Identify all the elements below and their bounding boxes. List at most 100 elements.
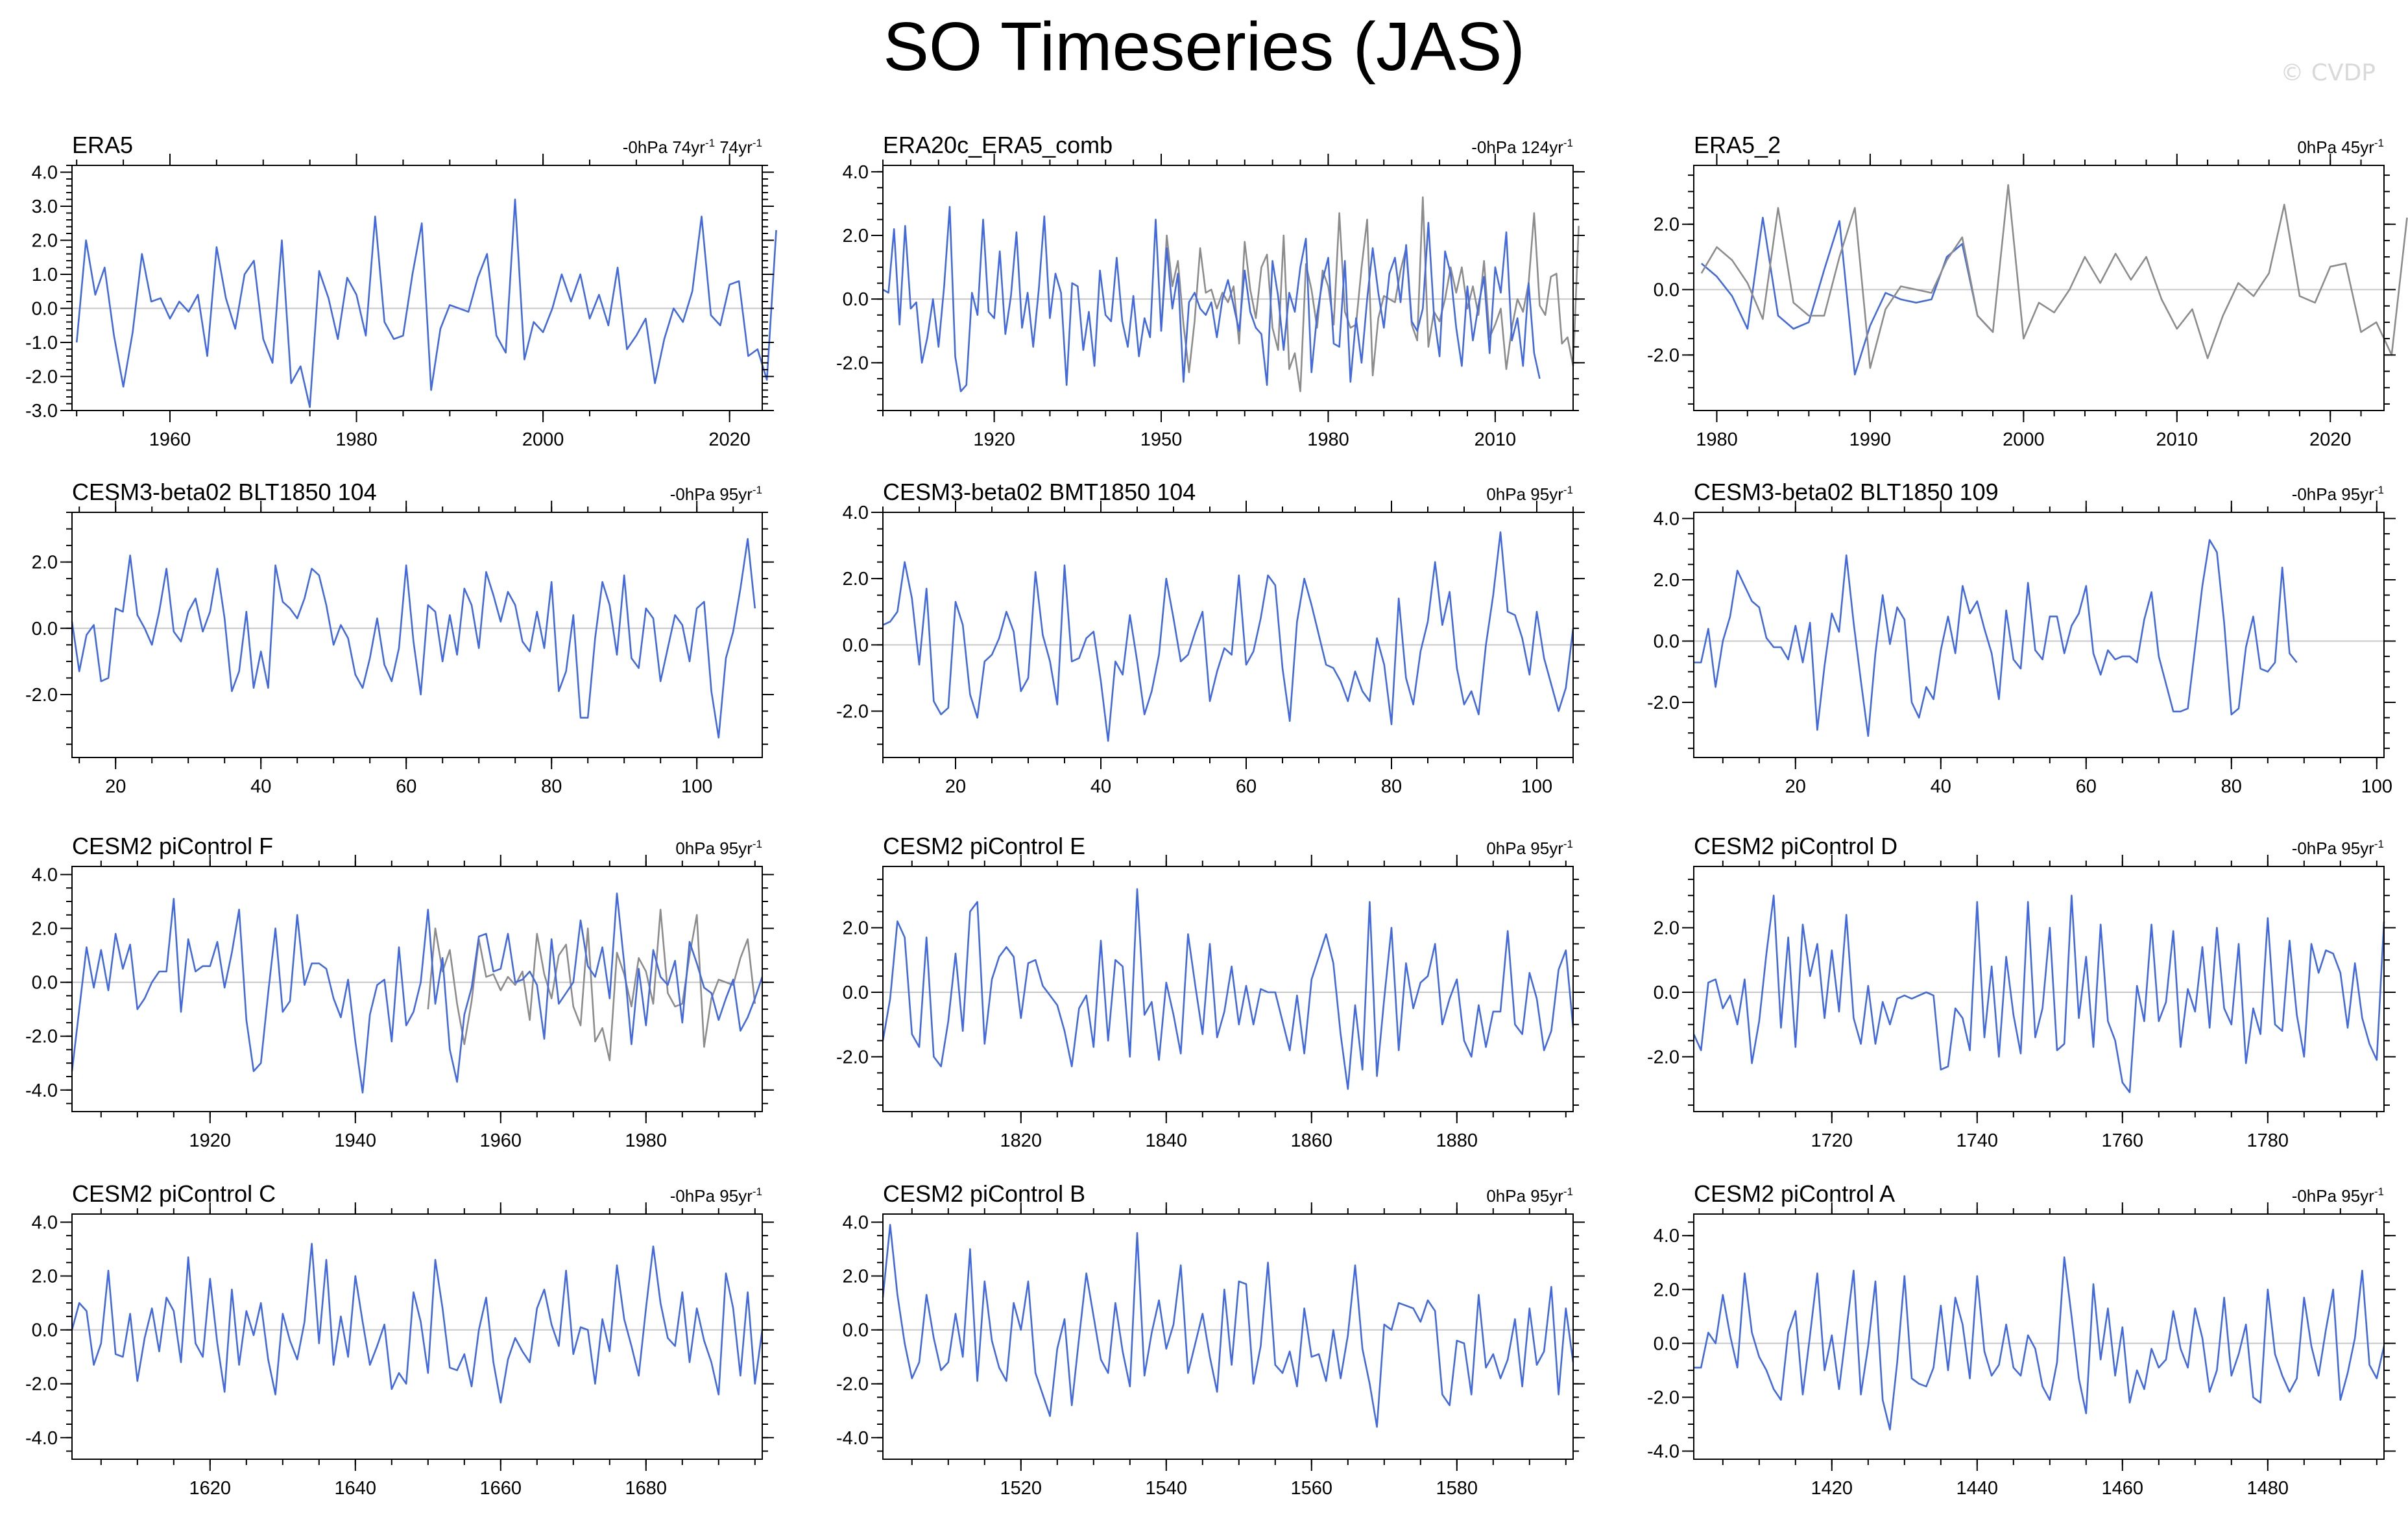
y-tick-label: -2.0	[25, 1027, 58, 1047]
panel-5: CESM3-beta02 BLT1850 109 -0hPa 95yr-1 -2.0…	[1647, 479, 2396, 797]
y-tick-label: 0.0	[1654, 983, 1680, 1003]
x-tick-label: 1990	[1849, 429, 1892, 450]
x-tick-label: 40	[250, 776, 271, 797]
series-line-0	[71, 538, 756, 739]
x-tick-label: 1980	[1696, 429, 1738, 450]
y-tick-label: -2.0	[25, 685, 58, 706]
trend-label-sup: -1	[752, 1186, 762, 1198]
series-line-1	[71, 892, 764, 1094]
y-tick-label: 4.0	[843, 1212, 869, 1233]
trend-label-sup: -1	[705, 137, 715, 149]
x-tick-label: 60	[396, 776, 416, 797]
y-tick-label: 2.0	[1654, 570, 1680, 591]
x-tick-label: 1840	[1146, 1130, 1188, 1151]
x-tick-label: 80	[2221, 776, 2242, 797]
panel-title: CESM2 piControl B	[883, 1180, 1085, 1207]
panel-title: ERA5_2	[1694, 132, 1781, 158]
trend-label-text: -0hPa 74yr	[623, 137, 706, 157]
panel-title: CESM2 piControl C	[72, 1180, 276, 1207]
series-line-1	[882, 206, 1541, 392]
x-tick-label: 1780	[2247, 1130, 2289, 1151]
trend-label-sup: -1	[1563, 137, 1573, 149]
series-line-0	[882, 1224, 1574, 1428]
y-tick-label: 0.0	[1654, 1333, 1680, 1354]
trend-label-text: -0hPa 95yr	[2292, 1186, 2375, 1206]
y-tick-label: 2.0	[32, 919, 58, 940]
y-tick-label: -4.0	[25, 1080, 58, 1101]
plot-frame	[71, 165, 763, 411]
y-tick-label: -3.0	[25, 401, 58, 422]
y-tick-label: 0.0	[32, 973, 58, 994]
panel-trend-label: 0hPa 95yr-1	[1486, 1186, 1573, 1206]
series-line-0	[1692, 894, 2385, 1093]
series-line-0	[882, 531, 1574, 742]
y-tick-label: 2.0	[843, 1267, 869, 1287]
y-tick-label: -2.0	[836, 701, 869, 722]
plot-frame	[1693, 866, 2385, 1112]
panel-10: CESM2 piControl B 0hPa 95yr-1 -4.0 -2.0 0.0 2…	[836, 1180, 1585, 1499]
y-tick-label: 0.0	[32, 299, 58, 320]
y-tick-label: -4.0	[25, 1428, 58, 1449]
panel-6: CESM2 piControl F 0hPa 95yr-1 -4.0 -2.0 0.0 2…	[25, 833, 774, 1151]
y-tick-label: 4.0	[1654, 1226, 1680, 1246]
x-tick-label: 100	[2361, 776, 2392, 797]
trend-label-text: -0hPa 95yr	[670, 1186, 753, 1206]
y-tick-label: 4.0	[843, 503, 869, 523]
panel-title: CESM2 piControl D	[1694, 833, 1897, 859]
y-tick-label: 3.0	[32, 197, 58, 217]
x-tick-label: 1460	[2102, 1478, 2144, 1499]
panel-trend-label: 0hPa 95yr-1	[675, 838, 762, 858]
y-tick-label: -1.0	[25, 333, 58, 353]
trend-label-text: 0hPa 95yr	[1486, 1186, 1563, 1206]
series-line-0	[882, 888, 1574, 1090]
x-tick-label: 1640	[335, 1478, 377, 1499]
panel-title: CESM2 piControl F	[72, 833, 273, 859]
x-tick-label: 1720	[1811, 1130, 1853, 1151]
plot-frame	[1693, 1213, 2385, 1460]
x-tick-label: 60	[2076, 776, 2097, 797]
x-tick-label: 1860	[1291, 1130, 1333, 1151]
y-tick-label: -2.0	[1647, 693, 1680, 713]
series-line-1	[1700, 184, 2408, 369]
panel-4: CESM3-beta02 BMT1850 104 0hPa 95yr-1 -2.0 0…	[836, 479, 1585, 797]
trend-label-text: -0hPa 124yr	[1471, 137, 1563, 157]
x-tick-label: 80	[1381, 776, 1402, 797]
y-tick-label: 0.0	[843, 983, 869, 1003]
y-tick-label: 2.0	[32, 1267, 58, 1287]
x-tick-label: 1920	[973, 429, 1015, 450]
trend-label-sup-2: -1	[752, 137, 762, 149]
plot-frame	[1693, 165, 2385, 411]
y-tick-label: -2.0	[1647, 345, 1680, 366]
y-tick-label: 2.0	[1654, 1280, 1680, 1300]
x-tick-label: 100	[1521, 776, 1552, 797]
y-tick-label: 0.0	[1654, 631, 1680, 652]
trend-label-text: 0hPa 95yr	[1486, 484, 1563, 504]
trend-label-sup: -1	[2374, 1186, 2384, 1198]
plot-frame	[882, 866, 1574, 1112]
y-tick-label: 0.0	[843, 635, 869, 656]
panel-title: ERA20c_ERA5_comb	[883, 132, 1113, 158]
y-tick-label: 4.0	[32, 163, 58, 184]
panel-7: CESM2 piControl E 0hPa 95yr-1 -2.0 0.0 2.0 18…	[836, 833, 1585, 1151]
panel-9: CESM2 piControl C -0hPa 95yr-1 -4.0 -2.0 0.0…	[25, 1180, 774, 1499]
panel-2: ERA5_2 0hPa 45yr-1 -2.0 0.0 2.0 1980 1990 2000 2…	[1647, 132, 2408, 450]
y-tick-label: 4.0	[1654, 508, 1680, 529]
y-tick-label: 2.0	[1654, 918, 1680, 939]
y-tick-label: -4.0	[836, 1428, 869, 1449]
panel-3: CESM3-beta02 BLT1850 104 -0hPa 95yr-1 -2.0…	[25, 479, 774, 797]
x-tick-label: 60	[1236, 776, 1257, 797]
series-line-0	[1700, 217, 1994, 376]
plot-frame	[882, 165, 1574, 411]
trend-label-text: -0hPa 95yr	[2292, 839, 2375, 858]
plot-frame	[882, 1213, 1574, 1460]
plot-frame	[1693, 512, 2385, 758]
panel-title: CESM3-beta02 BLT1850 109	[1694, 479, 1999, 505]
y-tick-label: 0.0	[843, 1320, 869, 1341]
x-tick-label: 20	[105, 776, 126, 797]
trend-label-text: 0hPa 45yr	[2297, 137, 2374, 157]
x-tick-label: 2000	[522, 429, 564, 450]
x-tick-label: 20	[945, 776, 966, 797]
x-tick-label: 1980	[1307, 429, 1349, 450]
panel-trend-label: -0hPa 95yr-1	[2292, 484, 2384, 504]
